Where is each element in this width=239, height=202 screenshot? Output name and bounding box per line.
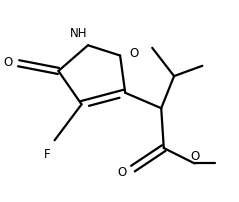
Text: O: O	[191, 149, 200, 162]
Text: F: F	[44, 147, 51, 160]
Text: NH: NH	[70, 27, 88, 40]
Text: O: O	[129, 47, 138, 60]
Text: O: O	[117, 165, 126, 178]
Text: O: O	[3, 56, 12, 69]
